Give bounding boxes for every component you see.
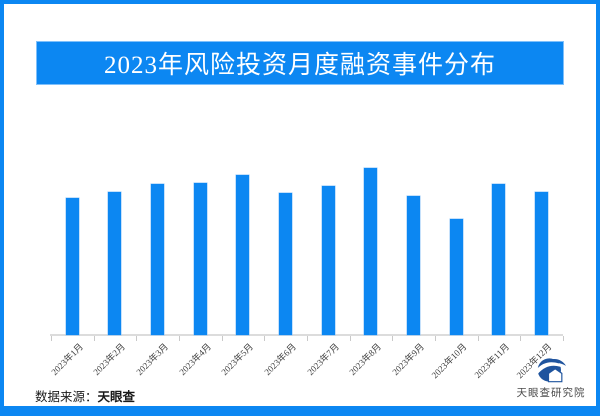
bar-2023年12月[interactable]: [534, 192, 548, 335]
x-tick-label: 2023年10月: [429, 341, 469, 381]
bar-2023年1月[interactable]: [65, 198, 79, 335]
x-axis-tick: [93, 336, 95, 341]
x-tick-label: 2023年7月: [304, 341, 341, 378]
bar-2023年6月[interactable]: [279, 193, 293, 335]
x-axis-tick: [392, 336, 394, 341]
x-tick-label: 2023年3月: [134, 341, 171, 378]
x-axis-tick: [221, 336, 223, 341]
bar-2023年10月[interactable]: [449, 219, 463, 335]
data-source-note: 数据来源：天眼查: [35, 386, 135, 405]
bar-2023年5月[interactable]: [236, 175, 250, 335]
x-axis-tick: [434, 336, 436, 341]
x-tick-label: 2023年5月: [219, 341, 256, 378]
bar-2023年11月[interactable]: [492, 184, 506, 335]
bar-2023年3月[interactable]: [151, 184, 165, 335]
x-axis-tick: [349, 336, 351, 341]
tianyancha-logo-icon: [536, 358, 566, 383]
bar-2023年4月[interactable]: [193, 183, 207, 335]
x-tick-label: 2023年6月: [262, 341, 299, 378]
x-axis-tick: [520, 336, 522, 341]
data-source-name: 天眼查: [97, 390, 136, 404]
bar-2023年9月[interactable]: [407, 196, 421, 335]
logo-text: 天眼查研究院: [516, 388, 586, 399]
x-tick-label: 2023年8月: [347, 341, 384, 378]
bottom-accent-bar: [4, 406, 596, 416]
x-axis-tick: [178, 336, 180, 341]
bar-2023年2月[interactable]: [108, 192, 122, 335]
tianyancha-research-logo: 天眼查研究院: [511, 356, 591, 400]
bar-2023年7月[interactable]: [321, 186, 335, 335]
x-axis-tick: [51, 336, 52, 341]
x-tick-label: 2023年1月: [49, 341, 85, 378]
x-axis-line: [50, 334, 563, 336]
x-tick-label: 2023年11月: [472, 341, 512, 381]
x-axis-tick: [477, 336, 479, 341]
x-axis-tick: [136, 336, 138, 341]
x-tick-label: 2023年9月: [390, 341, 427, 378]
x-axis-tick: [562, 336, 564, 341]
x-tick-label: 2023年4月: [177, 341, 213, 378]
bar-chart: 2023年1月 2023年2月 2023年3月 2023年4月 2023年5月 2023年…: [4, 4, 596, 416]
data-source-label: 数据来源：: [35, 390, 98, 404]
x-axis-tick: [306, 336, 308, 341]
x-axis-tick: [264, 336, 266, 341]
bar-2023年8月[interactable]: [364, 168, 378, 335]
chart-title: 2023年风险投资月度融资事件分布: [36, 41, 564, 85]
x-tick-label: 2023年2月: [91, 341, 128, 378]
